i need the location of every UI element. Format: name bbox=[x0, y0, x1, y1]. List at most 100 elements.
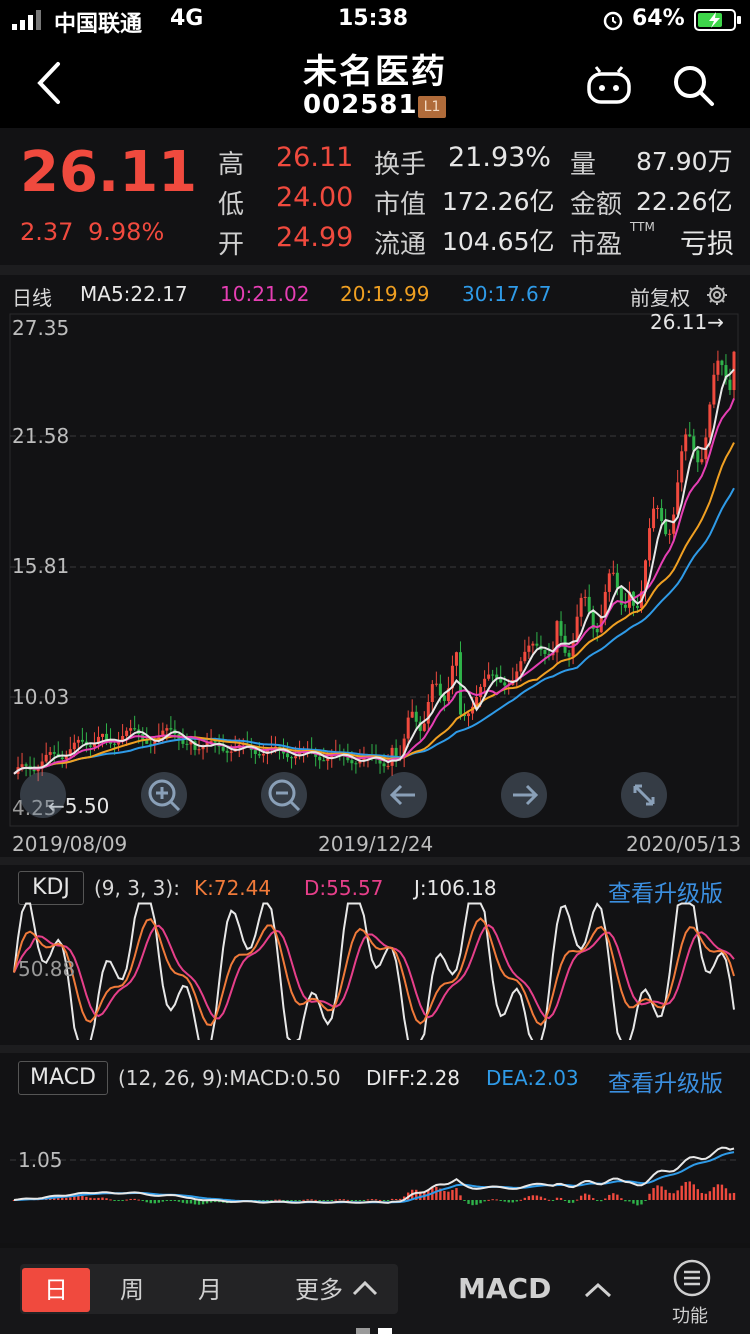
amount-label: 金额 bbox=[570, 190, 623, 220]
candle-body bbox=[213, 740, 217, 743]
candle-body bbox=[294, 756, 298, 759]
candle-body bbox=[656, 508, 660, 510]
macd-bar bbox=[161, 1200, 165, 1202]
quote-panel: 26.11 2.37 9.98% 高 26.11 低 24.00 开 24.99… bbox=[0, 128, 750, 265]
volume-value: 87.90万 bbox=[636, 147, 733, 176]
candle-body bbox=[133, 728, 137, 730]
macd-bar bbox=[487, 1199, 490, 1201]
macd-bar bbox=[575, 1199, 579, 1201]
candle-body bbox=[475, 697, 479, 707]
macd-bar bbox=[483, 1200, 486, 1202]
float-label: 流通 bbox=[374, 230, 427, 260]
macd-indicator-button[interactable]: MACD bbox=[18, 1061, 108, 1095]
macd-bar bbox=[507, 1200, 510, 1203]
adjust-selector[interactable]: 前复权 bbox=[630, 286, 690, 310]
tab-day[interactable]: 日 bbox=[22, 1268, 90, 1312]
candle-body bbox=[438, 683, 442, 696]
candle-body bbox=[434, 683, 438, 685]
gear-icon[interactable] bbox=[706, 284, 728, 306]
function-label[interactable]: 功能 bbox=[672, 1306, 708, 1327]
zoom-out-button[interactable] bbox=[261, 772, 307, 818]
macd-bar bbox=[189, 1200, 193, 1204]
y-tick-4: 10.03 bbox=[12, 685, 70, 709]
candle-body bbox=[261, 753, 265, 756]
macd-bar bbox=[708, 1191, 712, 1200]
menu-icon[interactable] bbox=[672, 1258, 712, 1298]
macd-bar bbox=[451, 1189, 454, 1200]
macd-bar bbox=[652, 1188, 655, 1200]
tab-month[interactable]: 月 bbox=[198, 1276, 222, 1304]
macd-bar bbox=[439, 1188, 442, 1200]
candle-body bbox=[535, 643, 539, 646]
kdj-k-line bbox=[13, 917, 735, 1027]
macd-panel[interactable] bbox=[0, 1053, 750, 1243]
chevron-up-icon[interactable] bbox=[352, 1278, 378, 1298]
candle-body bbox=[692, 436, 696, 451]
macd-bar bbox=[157, 1200, 161, 1203]
candle-body bbox=[185, 743, 189, 745]
macd-bar bbox=[571, 1200, 575, 1203]
candle-body bbox=[442, 695, 446, 701]
candle-body bbox=[503, 682, 507, 686]
candle-body bbox=[80, 739, 84, 742]
macd-upgrade-link[interactable]: 查看升级版 bbox=[608, 1071, 723, 1097]
kdj-indicator-button[interactable]: KDJ bbox=[18, 871, 84, 905]
kdj-upgrade-link[interactable]: 查看升级版 bbox=[608, 881, 723, 907]
candle-body bbox=[688, 434, 692, 437]
macd-bar bbox=[684, 1182, 687, 1200]
zoom-in-button[interactable] bbox=[141, 772, 187, 818]
zoom-in-button-a[interactable] bbox=[20, 772, 66, 818]
macd-bar bbox=[587, 1194, 591, 1200]
ma5-line bbox=[13, 368, 735, 775]
pe-value: 亏损 bbox=[680, 229, 734, 260]
candle-body bbox=[253, 750, 257, 755]
fullscreen-button[interactable] bbox=[621, 772, 667, 818]
candle-body bbox=[644, 560, 648, 592]
candle-body bbox=[591, 611, 595, 629]
clock: 15:38 bbox=[338, 6, 409, 31]
macd-bar bbox=[511, 1200, 514, 1203]
pe-label: 市盈 bbox=[570, 230, 623, 260]
back-icon[interactable] bbox=[34, 60, 64, 106]
low-marker: ←5.50 bbox=[48, 794, 110, 818]
candle-body bbox=[519, 661, 523, 672]
mcap-value: 172.26亿 bbox=[442, 187, 555, 216]
candle-body bbox=[696, 450, 700, 463]
candle-body bbox=[358, 760, 362, 764]
search-icon[interactable] bbox=[672, 64, 716, 108]
macd-bar bbox=[604, 1198, 607, 1200]
macd-bar bbox=[531, 1195, 535, 1200]
candle-body bbox=[72, 742, 76, 750]
candle-body bbox=[567, 652, 571, 657]
candle-body bbox=[382, 763, 386, 767]
robot-icon[interactable] bbox=[586, 66, 632, 106]
kline-panel[interactable] bbox=[0, 275, 750, 857]
candle-body bbox=[648, 528, 652, 561]
tab-week[interactable]: 周 bbox=[120, 1276, 144, 1304]
macd-bar bbox=[274, 1199, 277, 1201]
macd-bar bbox=[209, 1200, 213, 1203]
carrier-label: 中国联通 bbox=[54, 12, 143, 37]
y-tick-2: 21.58 bbox=[12, 424, 70, 448]
kdj-mid-tick: 50.88 bbox=[18, 957, 76, 981]
macd-bar bbox=[374, 1199, 378, 1201]
chevron-up-icon[interactable] bbox=[584, 1280, 612, 1300]
indicator-selector[interactable]: MACD bbox=[458, 1272, 552, 1305]
candle-body bbox=[720, 360, 724, 366]
macd-bar bbox=[491, 1199, 494, 1201]
scroll-left-button[interactable] bbox=[381, 772, 427, 818]
candle-body bbox=[708, 404, 712, 438]
candle-body bbox=[378, 759, 382, 764]
period-label[interactable]: 日线 bbox=[12, 286, 52, 310]
tab-more[interactable]: 更多 bbox=[295, 1276, 343, 1304]
kline-chart[interactable] bbox=[0, 310, 750, 830]
candle-body bbox=[652, 508, 656, 529]
macd-bar bbox=[89, 1197, 92, 1200]
macd-bar bbox=[463, 1200, 466, 1201]
macd-bar bbox=[455, 1188, 458, 1200]
kdj-panel[interactable] bbox=[0, 865, 750, 1045]
pe-ttm-sup: TTM bbox=[630, 220, 655, 234]
open-label: 开 bbox=[218, 230, 245, 260]
candle-body bbox=[426, 702, 430, 724]
scroll-right-button[interactable] bbox=[501, 772, 547, 818]
